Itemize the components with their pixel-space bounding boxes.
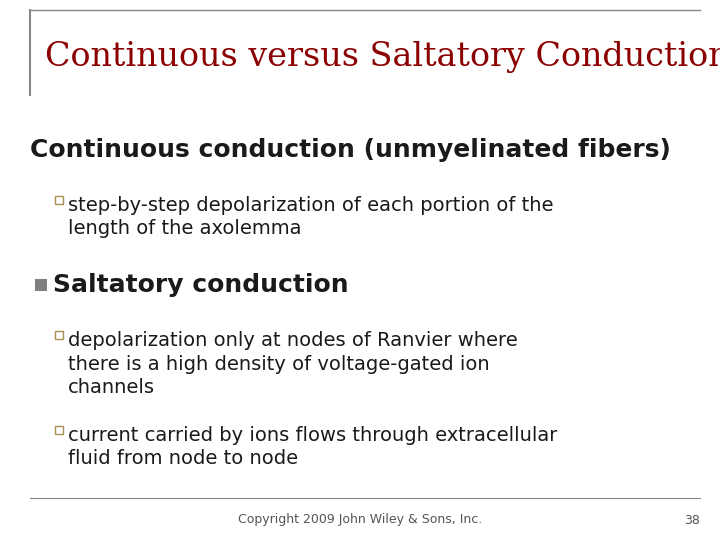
Text: step-by-step depolarization of each portion of the
length of the axolemma: step-by-step depolarization of each port… [68, 196, 554, 239]
Text: Saltatory conduction: Saltatory conduction [53, 273, 348, 297]
Text: depolarization only at nodes of Ranvier where
there is a high density of voltage: depolarization only at nodes of Ranvier … [68, 331, 518, 397]
Bar [55, 426, 63, 434]
Text: Copyright 2009 John Wiley & Sons, Inc.: Copyright 2009 John Wiley & Sons, Inc. [238, 514, 482, 526]
Bar [35, 279, 47, 291]
Text: Continuous conduction (unmyelinated fibers): Continuous conduction (unmyelinated fibe… [30, 138, 671, 162]
Text: current carried by ions flows through extracellular
fluid from node to node: current carried by ions flows through ex… [68, 426, 557, 469]
Bar [55, 196, 63, 204]
Bar [55, 331, 63, 339]
Text: Continuous versus Saltatory Conduction: Continuous versus Saltatory Conduction [45, 41, 720, 73]
Text: 38: 38 [684, 514, 700, 526]
